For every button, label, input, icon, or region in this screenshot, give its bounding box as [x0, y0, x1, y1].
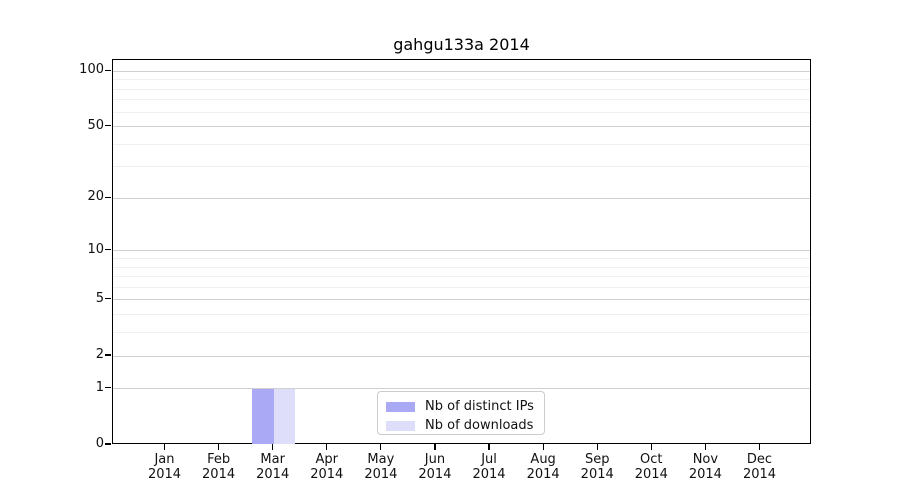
- x-tick-year: 2014: [634, 467, 668, 482]
- plot-area: [112, 59, 811, 444]
- x-tick-month: Nov: [692, 452, 719, 467]
- y-tick-label: 1: [95, 379, 104, 395]
- minor-gridline: [113, 276, 810, 278]
- x-tick-month: Dec: [746, 452, 773, 467]
- legend-label: Nb of downloads: [425, 418, 534, 433]
- legend-label: Nb of distinct IPs: [425, 399, 534, 414]
- legend: Nb of distinct IPs Nb of downloads: [377, 391, 545, 435]
- x-tick-mark: [163, 444, 166, 450]
- x-tick-label: Jun 2014: [403, 452, 467, 482]
- y-tick-label: 2: [95, 347, 104, 363]
- x-tick-label: Jan 2014: [133, 452, 197, 482]
- x-tick-mark: [380, 444, 382, 450]
- legend-swatch: [386, 420, 415, 431]
- x-tick-year: 2014: [310, 467, 344, 482]
- x-tick-mark: [326, 444, 328, 450]
- y-tick-mark: [105, 124, 111, 127]
- x-tick-month: Feb: [207, 452, 231, 467]
- minor-gridline: [113, 143, 810, 145]
- x-tick-mark: [704, 444, 706, 450]
- x-tick-year: 2014: [256, 467, 290, 482]
- x-tick-label: Jul 2014: [457, 452, 521, 482]
- y-tick-label: 50: [87, 117, 104, 133]
- x-tick-mark: [272, 444, 274, 450]
- x-tick-month: Apr: [315, 452, 339, 467]
- x-tick-mark: [596, 444, 598, 450]
- minor-gridline: [113, 166, 810, 168]
- chart-title: gahgu133a 2014: [393, 35, 530, 54]
- x-tick-year: 2014: [418, 467, 452, 482]
- x-tick-month: Jul: [481, 452, 497, 467]
- x-tick-mark: [758, 444, 761, 450]
- y-tick-mark: [105, 69, 111, 71]
- legend-item: Nb of distinct IPs: [386, 397, 536, 416]
- x-tick-year: 2014: [688, 467, 722, 482]
- major-gridline: [113, 355, 810, 357]
- x-tick-year: 2014: [364, 467, 398, 482]
- x-tick-label: Nov 2014: [673, 452, 737, 482]
- bar-downloads: [273, 388, 296, 444]
- x-tick-year: 2014: [742, 467, 777, 482]
- y-tick-label: 10: [87, 241, 104, 257]
- x-tick-label: Feb 2014: [187, 452, 251, 482]
- x-tick-mark: [650, 444, 652, 450]
- y-tick-label: 20: [87, 189, 104, 205]
- x-tick-month: Sep: [584, 452, 610, 467]
- bar-distinct-ips: [252, 388, 274, 444]
- legend-item: Nb of downloads: [386, 416, 536, 435]
- minor-gridline: [113, 88, 810, 90]
- y-tick-label: 0: [95, 436, 104, 451]
- x-tick-year: 2014: [147, 467, 182, 482]
- minor-gridline: [113, 79, 810, 81]
- x-tick-label: Dec 2014: [727, 452, 791, 482]
- y-tick-mark: [105, 298, 111, 300]
- x-tick-label: Apr 2014: [295, 452, 359, 482]
- y-tick-mark: [105, 196, 111, 198]
- major-gridline: [113, 250, 810, 252]
- major-gridline: [113, 299, 810, 301]
- x-tick-month: Jan: [154, 452, 175, 467]
- major-gridline: [113, 197, 810, 199]
- y-tick-label: 5: [95, 290, 104, 306]
- x-tick-month: Mar: [260, 452, 285, 467]
- x-tick-month: Aug: [530, 452, 556, 467]
- x-tick-mark: [488, 444, 490, 450]
- minor-gridline: [113, 99, 810, 101]
- minor-gridline: [113, 111, 810, 113]
- y-tick-mark: [105, 443, 111, 445]
- y-tick-mark: [105, 354, 111, 356]
- minor-gridline: [113, 332, 810, 334]
- x-tick-mark: [542, 444, 544, 450]
- x-tick-label: May 2014: [349, 452, 413, 482]
- y-tick-mark: [105, 387, 111, 389]
- minor-gridline: [113, 266, 810, 268]
- legend-swatch: [386, 401, 415, 412]
- x-tick-year: 2014: [202, 467, 236, 482]
- x-tick-month: Jun: [424, 452, 446, 467]
- x-tick-label: Oct 2014: [619, 452, 683, 482]
- x-tick-month: May: [367, 452, 395, 467]
- y-tick-label: 100: [79, 62, 104, 78]
- x-tick-mark: [217, 444, 220, 450]
- x-tick-mark: [434, 444, 436, 450]
- x-tick-year: 2014: [526, 467, 560, 482]
- major-gridline: [113, 70, 810, 72]
- x-tick-label: Aug 2014: [511, 452, 575, 482]
- x-tick-month: Oct: [640, 452, 663, 467]
- major-gridline: [113, 388, 810, 390]
- minor-gridline: [113, 314, 810, 316]
- x-tick-year: 2014: [580, 467, 614, 482]
- major-gridline: [113, 126, 810, 128]
- minor-gridline: [113, 286, 810, 288]
- minor-gridline: [113, 258, 810, 259]
- y-tick-mark: [105, 249, 111, 251]
- x-tick-label: Sep 2014: [565, 452, 629, 482]
- x-tick-year: 2014: [472, 467, 506, 482]
- x-tick-label: Mar 2014: [241, 452, 305, 482]
